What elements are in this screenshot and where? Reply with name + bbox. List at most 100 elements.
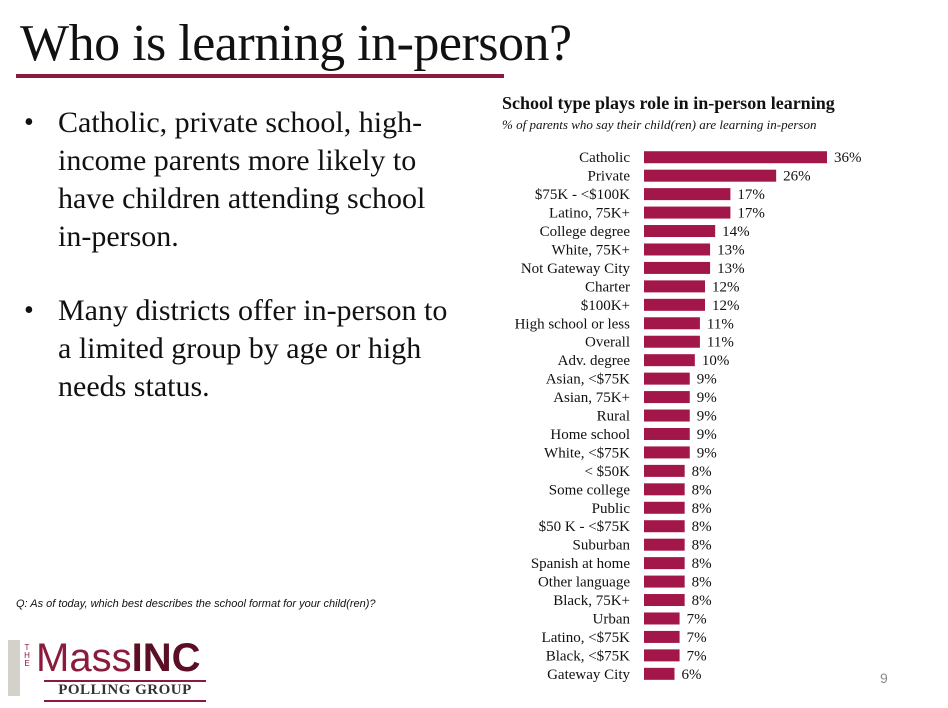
value-label: 8% [692, 464, 712, 480]
category-label: Catholic [579, 150, 630, 166]
category-label: Black, 75K+ [553, 593, 630, 609]
bar-chart: Catholic 36% Private 26% $75K - <$100K 17% Lat… [515, 150, 862, 683]
bullet-item: • Catholic, private school, high-income … [22, 104, 462, 256]
category-label: College degree [540, 224, 631, 240]
value-label: 13% [717, 261, 745, 277]
category-label: Asian, 75K+ [553, 390, 630, 406]
value-label: 8% [692, 575, 712, 591]
bar [644, 557, 685, 570]
category-label: $75K - <$100K [535, 187, 630, 203]
value-label: 8% [692, 593, 712, 609]
value-label: 26% [783, 169, 811, 185]
value-label: 7% [687, 611, 707, 627]
massinc-logo: THE MassINC POLLING GROUP [8, 636, 218, 702]
value-label: 17% [737, 206, 765, 222]
bar [644, 630, 680, 643]
logo-brand-bold: INC [131, 636, 201, 680]
bullet-text: Many districts offer in-person to a limi… [58, 294, 448, 403]
category-label: Private [588, 169, 631, 185]
bar [644, 575, 685, 588]
value-label: 8% [692, 556, 712, 572]
category-label: Urban [593, 611, 631, 627]
bar [644, 391, 690, 404]
category-label: Latino, 75K+ [549, 206, 630, 222]
logo-brand-light: Mass [36, 636, 132, 680]
bar [644, 427, 690, 440]
category-label: $50 K - <$75K [539, 519, 631, 535]
bar [644, 538, 685, 551]
bar [644, 464, 685, 477]
category-label: White, <$75K [544, 445, 630, 461]
bar [644, 261, 711, 274]
value-label: 10% [702, 353, 730, 369]
value-label: 9% [697, 445, 717, 461]
value-label: 8% [692, 519, 712, 535]
category-label: Rural [597, 409, 630, 425]
bar [644, 501, 685, 514]
logo-side-bar [8, 640, 20, 696]
bar [644, 520, 685, 533]
category-label: Home school [550, 427, 630, 443]
bar [644, 372, 690, 385]
title-underline [16, 74, 504, 78]
value-label: 9% [697, 427, 717, 443]
value-label: 8% [692, 501, 712, 517]
logo-tagline: POLLING GROUP [44, 680, 206, 702]
category-label: Gateway City [547, 667, 630, 683]
page-number: 9 [880, 670, 888, 686]
bar [644, 612, 680, 625]
slide-title: Who is learning in-person? [20, 15, 572, 72]
value-label: 11% [707, 316, 734, 332]
bar [644, 151, 827, 164]
category-label: Asian, <$75K [546, 372, 630, 388]
bar [644, 667, 675, 680]
value-label: 8% [692, 538, 712, 554]
value-label: 17% [737, 187, 765, 203]
value-label: 12% [712, 279, 740, 295]
bullet-list: • Catholic, private school, high-income … [22, 104, 462, 442]
bar [644, 649, 680, 662]
bar [644, 225, 716, 238]
category-label: $100K+ [581, 298, 630, 314]
bar [644, 169, 777, 182]
bullet-glyph: • [24, 107, 34, 138]
category-label: Suburban [573, 538, 631, 554]
category-label: Overall [585, 335, 630, 351]
value-label: 8% [692, 482, 712, 498]
value-label: 9% [697, 390, 717, 406]
bullet-item: • Many districts offer in-person to a li… [22, 292, 462, 406]
category-label: Not Gateway City [521, 261, 631, 277]
logo-wordmark: MassINC [36, 636, 200, 680]
value-label: 6% [682, 667, 702, 683]
bullet-glyph: • [24, 295, 34, 326]
value-label: 9% [697, 372, 717, 388]
chart-subtitle: % of parents who say their child(ren) ar… [502, 117, 817, 132]
bar [644, 298, 705, 311]
category-label: Adv. degree [558, 353, 631, 369]
value-label: 9% [697, 409, 717, 425]
bar [644, 335, 700, 348]
category-label: Public [592, 501, 631, 517]
value-label: 13% [717, 242, 745, 258]
logo-the: THE [24, 643, 30, 668]
bar [644, 280, 705, 293]
category-label: Other language [538, 575, 630, 591]
bar [644, 409, 690, 422]
value-label: 7% [687, 630, 707, 646]
value-label: 7% [687, 648, 707, 664]
bar [644, 243, 711, 256]
bar [644, 206, 731, 219]
chart-title: School type plays role in in-person lear… [502, 93, 835, 113]
category-label: Spanish at home [531, 556, 630, 572]
bar [644, 483, 685, 496]
category-label: White, 75K+ [552, 242, 630, 258]
value-label: 12% [712, 298, 740, 314]
category-label: Black, <$75K [546, 648, 630, 664]
bar [644, 317, 700, 330]
value-label: 11% [707, 335, 734, 351]
bullet-text: Catholic, private school, high-income pa… [58, 106, 426, 253]
bar [644, 354, 695, 367]
category-label: Charter [585, 279, 630, 295]
question-footnote: Q: As of today, which best describes the… [16, 598, 376, 610]
category-label: < $50K [584, 464, 630, 480]
